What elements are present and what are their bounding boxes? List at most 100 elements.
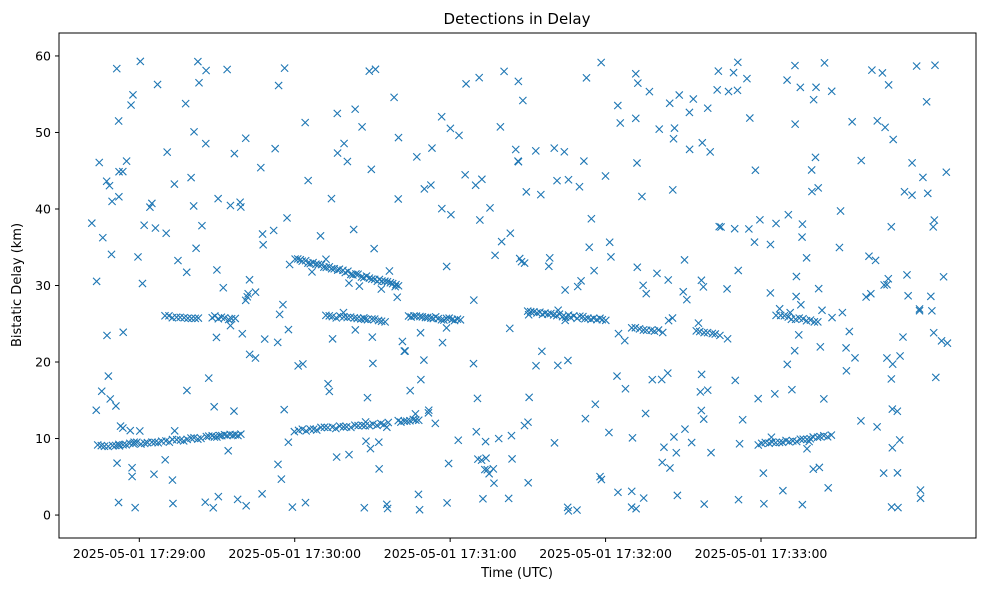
detection-marker xyxy=(285,260,294,269)
detection-marker xyxy=(321,255,330,264)
detection-marker xyxy=(161,455,170,464)
detection-marker xyxy=(245,275,254,284)
detection-marker xyxy=(888,360,897,369)
detection-marker xyxy=(386,278,395,287)
chart-title: Detections in Delay xyxy=(444,10,591,28)
detection-marker xyxy=(151,224,160,233)
detection-marker xyxy=(118,424,127,433)
detection-marker xyxy=(803,444,811,453)
detection-marker xyxy=(862,293,871,302)
detection-marker xyxy=(107,250,116,259)
detection-marker xyxy=(424,406,433,415)
detection-marker xyxy=(309,425,318,434)
detection-marker xyxy=(845,327,854,336)
detection-marker xyxy=(325,387,334,396)
detection-marker xyxy=(675,91,684,100)
detection-marker xyxy=(195,78,203,87)
detection-marker xyxy=(597,475,606,484)
detection-marker xyxy=(772,219,781,228)
detection-marker xyxy=(416,375,425,384)
detection-marker xyxy=(469,359,478,368)
detection-marker xyxy=(92,277,101,286)
detection-marker xyxy=(582,73,591,82)
detection-marker xyxy=(536,190,545,199)
detection-marker xyxy=(339,308,348,317)
detection-marker xyxy=(550,438,559,447)
detection-marker xyxy=(106,394,115,403)
detection-marker xyxy=(194,314,203,323)
detection-marker xyxy=(818,306,826,315)
detection-marker xyxy=(226,201,235,210)
detection-marker xyxy=(813,317,822,326)
detection-marker xyxy=(733,86,742,95)
detection-marker xyxy=(128,472,137,481)
detection-marker xyxy=(189,201,198,210)
detection-marker xyxy=(220,313,229,322)
detection-marker xyxy=(742,74,751,83)
detection-marker xyxy=(145,203,154,212)
detection-marker xyxy=(114,116,123,125)
detection-marker xyxy=(730,224,739,233)
detection-marker xyxy=(673,491,682,500)
detection-marker xyxy=(778,486,787,495)
detection-marker xyxy=(641,409,650,418)
detection-marker xyxy=(564,175,573,184)
detection-marker xyxy=(819,394,828,403)
detection-marker xyxy=(645,87,654,96)
detection-marker xyxy=(587,214,596,223)
detection-marker xyxy=(504,494,513,503)
detection-marker xyxy=(544,262,553,271)
detection-marker xyxy=(350,421,359,430)
detection-marker xyxy=(766,240,775,249)
detection-marker xyxy=(514,77,523,86)
detection-marker xyxy=(118,167,127,176)
detection-marker xyxy=(367,165,376,174)
detection-marker xyxy=(723,284,732,293)
detection-marker xyxy=(904,291,913,300)
detection-marker xyxy=(700,500,709,509)
detection-marker xyxy=(723,334,732,343)
detection-marker xyxy=(351,270,360,278)
detection-marker xyxy=(682,295,691,304)
detection-marker xyxy=(734,495,743,504)
detection-marker xyxy=(384,418,393,427)
detection-marker xyxy=(532,361,540,370)
detection-marker xyxy=(851,353,859,362)
detection-marker xyxy=(393,293,402,302)
detection-marker xyxy=(627,503,636,512)
detection-marker xyxy=(553,361,562,370)
detection-marker xyxy=(573,506,581,515)
detection-marker xyxy=(224,315,233,324)
detection-marker xyxy=(697,406,706,415)
detection-marker xyxy=(392,280,400,289)
detection-marker xyxy=(204,374,213,383)
detection-marker xyxy=(524,310,533,319)
detection-marker xyxy=(187,314,196,323)
detection-marker xyxy=(227,314,236,323)
detection-marker xyxy=(391,282,400,291)
x-axis-title: Time (UTC) xyxy=(480,566,553,581)
detection-marker xyxy=(639,281,648,290)
detection-marker xyxy=(482,454,491,463)
detection-marker xyxy=(880,281,889,289)
y-tick-label: 60 xyxy=(35,48,51,63)
detection-marker xyxy=(668,185,677,194)
detection-marker xyxy=(796,83,805,92)
detection-marker xyxy=(558,312,567,321)
detection-marker xyxy=(613,101,622,110)
detection-marker xyxy=(787,385,796,394)
detection-marker xyxy=(481,437,490,446)
detection-marker xyxy=(522,187,531,196)
detection-marker xyxy=(231,314,240,323)
detection-marker xyxy=(604,428,613,437)
detection-marker xyxy=(518,96,527,105)
detection-marker xyxy=(687,438,696,447)
detection-marker xyxy=(223,65,232,74)
detection-marker xyxy=(878,68,887,77)
detection-marker xyxy=(442,323,451,332)
detection-marker xyxy=(371,65,380,74)
detection-marker xyxy=(273,460,282,469)
detection-marker xyxy=(105,181,114,190)
detection-marker xyxy=(637,192,646,201)
